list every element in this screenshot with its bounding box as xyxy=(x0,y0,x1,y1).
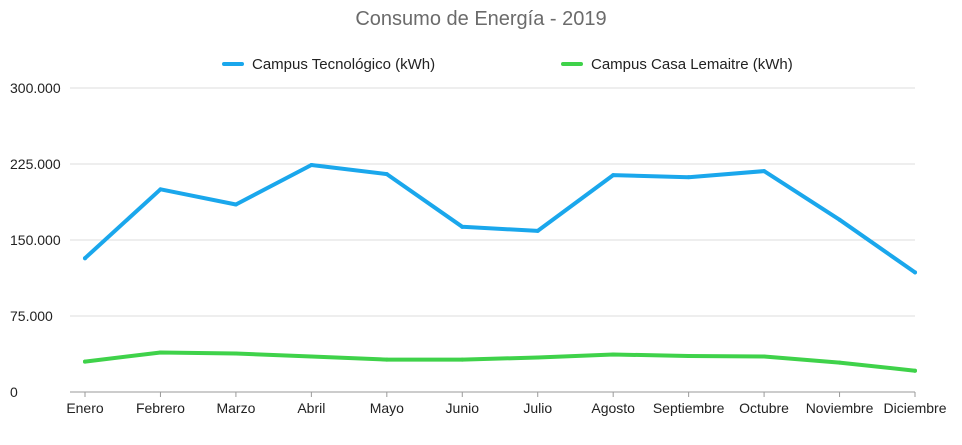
data-point xyxy=(233,351,238,356)
data-point xyxy=(686,175,691,180)
x-tick-label: Julio xyxy=(523,400,552,416)
legend-item-1: Campus Tecnológico (kWh) xyxy=(222,56,435,73)
x-tick-label: Mayo xyxy=(370,400,404,416)
data-point xyxy=(83,359,87,364)
x-tick-label: Junio xyxy=(446,400,480,416)
data-point xyxy=(535,228,540,233)
x-tick-label: Diciembre xyxy=(883,400,946,416)
y-tick-label: 150.000 xyxy=(10,232,61,248)
x-tick-label: Abril xyxy=(297,400,325,416)
grid-lines xyxy=(70,87,915,393)
series-line-2 xyxy=(83,350,917,373)
x-tick-label: Noviembre xyxy=(806,400,874,416)
data-point xyxy=(83,256,87,261)
x-tick-label: Septiembre xyxy=(653,400,725,416)
data-point xyxy=(913,368,917,373)
series-lines xyxy=(83,163,917,373)
data-point xyxy=(309,163,314,168)
data-point xyxy=(762,169,767,174)
y-tick-label: 75.000 xyxy=(10,308,53,324)
data-point xyxy=(611,173,616,178)
data-point xyxy=(837,217,842,222)
x-tick-label: Marzo xyxy=(216,400,255,416)
data-point xyxy=(762,354,767,359)
data-point xyxy=(686,354,691,359)
data-point xyxy=(611,352,616,357)
data-point xyxy=(837,360,842,365)
data-point xyxy=(309,354,314,359)
data-point xyxy=(913,270,917,275)
data-point xyxy=(535,355,540,360)
y-tick-label: 225.000 xyxy=(10,156,61,172)
legend-label: Campus Casa Lemaitre (kWh) xyxy=(591,56,793,73)
legend-label: Campus Tecnológico (kWh) xyxy=(252,56,435,73)
x-tick-label: Agosto xyxy=(591,400,635,416)
data-point xyxy=(384,172,389,177)
x-tick-label: Enero xyxy=(66,400,104,416)
legend: Campus Tecnológico (kWh) Campus Casa Lema… xyxy=(222,56,793,73)
data-point xyxy=(384,357,389,362)
x-tick-label: Febrero xyxy=(136,400,185,416)
legend-item-2: Campus Casa Lemaitre (kWh) xyxy=(561,56,793,73)
y-tick-label: 0 xyxy=(10,384,18,400)
data-point xyxy=(158,187,163,192)
y-axis-ticks: 0 75.000 150.000 225.000 300.000 xyxy=(10,80,61,400)
y-tick-label: 300.000 xyxy=(10,80,61,96)
series-line-1 xyxy=(83,163,917,275)
data-point xyxy=(233,202,238,207)
data-point xyxy=(158,350,163,355)
x-tick-label: Octubre xyxy=(739,400,789,416)
x-axis-ticks: Enero Febrero Marzo Abril Mayo Junio Julio Agos… xyxy=(66,392,947,416)
data-point xyxy=(460,224,465,229)
chart-title: Consumo de Energía - 2019 xyxy=(355,8,606,30)
data-point xyxy=(460,357,465,362)
